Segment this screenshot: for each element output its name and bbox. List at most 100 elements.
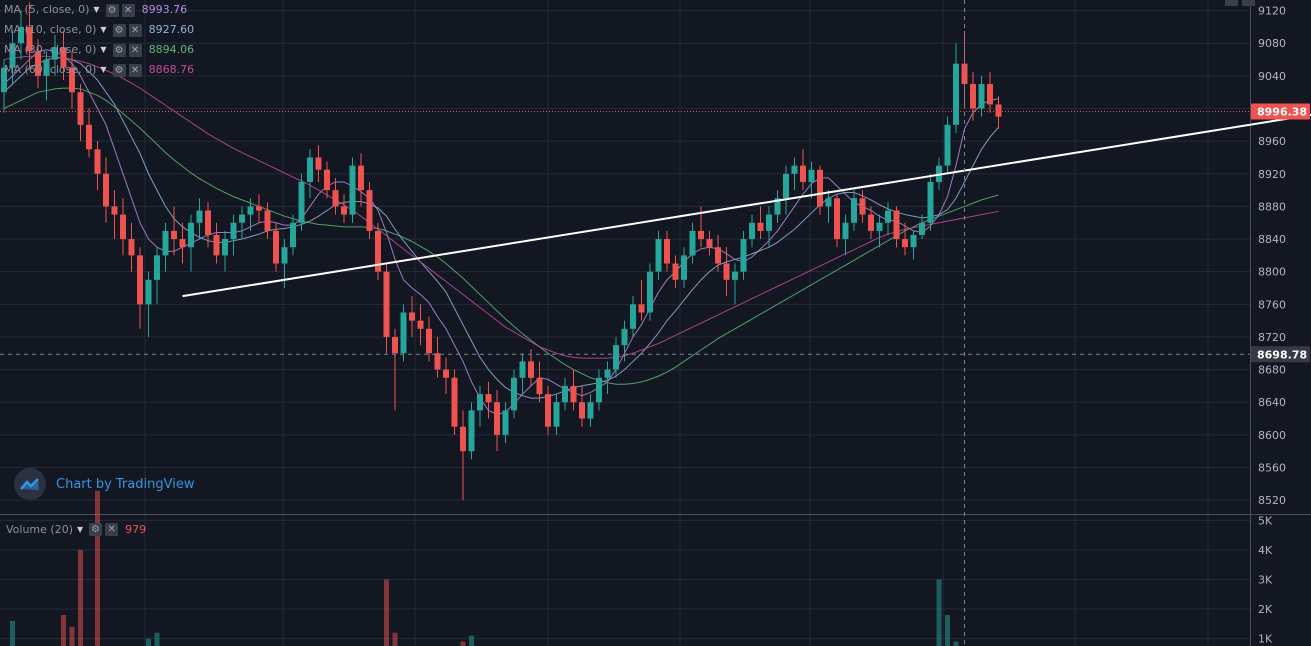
candle-body[interactable] [825, 198, 832, 207]
close-icon[interactable]: ✕ [121, 3, 135, 17]
candle-body[interactable] [434, 353, 441, 370]
close-icon[interactable]: ✕ [128, 43, 142, 57]
candle-body[interactable] [638, 304, 645, 313]
candle-body[interactable] [366, 190, 373, 231]
candle-body[interactable] [52, 47, 58, 60]
candle-body[interactable] [86, 124, 92, 150]
candle-body[interactable] [689, 230, 696, 256]
candle-body[interactable] [426, 328, 432, 354]
candle-body[interactable] [757, 222, 764, 231]
candle-body[interactable] [485, 394, 492, 403]
candle-body[interactable] [77, 92, 84, 125]
candle-body[interactable] [630, 304, 636, 329]
candle-body[interactable] [800, 165, 806, 182]
candle-body[interactable] [137, 255, 143, 305]
candle-body[interactable] [128, 239, 135, 256]
candle-body[interactable] [154, 255, 160, 280]
candle-body[interactable] [545, 394, 551, 427]
candle-body[interactable] [562, 385, 568, 403]
candle-body[interactable] [528, 361, 534, 378]
settings-gear-icon[interactable]: ⚙ [112, 63, 126, 77]
candle-body[interactable] [715, 247, 721, 264]
tradingview-watermark[interactable]: Chart by TradingView [14, 468, 194, 500]
candle-body[interactable] [1, 67, 7, 93]
candle-body[interactable] [35, 51, 41, 76]
pane-maximize-button[interactable] [1242, 0, 1255, 6]
candle-body[interactable] [817, 169, 823, 207]
candle-body[interactable] [519, 361, 526, 378]
candle-body[interactable] [596, 377, 602, 403]
candle-body[interactable] [239, 214, 245, 223]
candle-body[interactable] [247, 206, 254, 215]
candle-body[interactable] [26, 26, 33, 52]
candle-body[interactable] [902, 239, 908, 248]
candle-body[interactable] [281, 247, 288, 264]
candle-body[interactable] [927, 181, 934, 223]
candle-body[interactable] [460, 426, 466, 452]
candle-body[interactable] [213, 234, 220, 256]
candle-body[interactable] [409, 312, 415, 321]
candle-body[interactable] [579, 402, 585, 419]
volume-caret-icon[interactable]: ▼ [77, 524, 84, 534]
candle-body[interactable] [477, 394, 483, 411]
candle-body[interactable] [290, 222, 296, 248]
candle-body[interactable] [774, 198, 781, 215]
candle-body[interactable] [256, 206, 262, 211]
candle-body[interactable] [893, 210, 900, 240]
close-icon[interactable]: ✕ [128, 63, 142, 77]
candle-body[interactable] [706, 239, 713, 248]
settings-gear-icon[interactable]: ⚙ [112, 23, 126, 37]
candle-body[interactable] [443, 369, 449, 378]
candle-body[interactable] [94, 149, 101, 174]
chevron-down-icon[interactable]: ▼ [100, 25, 107, 34]
candle-body[interactable] [953, 63, 959, 125]
candle-body[interactable] [604, 369, 611, 378]
candle-body[interactable] [842, 222, 849, 240]
volume-settings-icon[interactable]: ⚙ [89, 522, 103, 536]
candle-body[interactable] [944, 124, 951, 166]
candle-body[interactable] [392, 336, 398, 354]
candle-body[interactable] [324, 169, 330, 191]
candle-body[interactable] [919, 222, 925, 235]
candle-body[interactable] [494, 402, 500, 435]
volume-close-icon[interactable]: ✕ [105, 522, 119, 536]
candle-body[interactable] [417, 320, 424, 329]
candle-body[interactable] [502, 410, 509, 435]
candle-body[interactable] [230, 222, 237, 240]
candle-body[interactable] [647, 271, 653, 313]
candle-body[interactable] [179, 239, 186, 248]
candle-body[interactable] [740, 239, 747, 272]
candle-body[interactable] [145, 279, 152, 305]
settings-gear-icon[interactable]: ⚙ [112, 43, 126, 57]
candle-body[interactable] [851, 198, 857, 223]
candle-body[interactable] [315, 157, 322, 170]
candle-body[interactable] [570, 385, 577, 403]
candle-body[interactable] [970, 84, 976, 109]
candle-body[interactable] [995, 104, 1002, 117]
candle-body[interactable] [681, 255, 687, 280]
close-icon[interactable]: ✕ [128, 23, 142, 37]
candle-body[interactable] [349, 165, 356, 215]
candle-body[interactable] [341, 206, 347, 215]
candle-body[interactable] [698, 230, 704, 240]
candle-body[interactable] [511, 377, 517, 411]
scale-toggle-button[interactable] [1225, 0, 1238, 6]
candle-body[interactable] [791, 165, 798, 174]
candle-body[interactable] [978, 84, 985, 109]
candle-body[interactable] [783, 173, 789, 199]
candle-body[interactable] [60, 47, 67, 68]
candle-body[interactable] [655, 239, 662, 272]
candle-body[interactable] [171, 230, 177, 240]
candle-body[interactable] [536, 377, 543, 395]
settings-gear-icon[interactable]: ⚙ [105, 3, 119, 17]
candle-body[interactable] [273, 230, 279, 264]
candle-body[interactable] [987, 84, 993, 105]
candle-body[interactable] [876, 222, 883, 231]
candle-body[interactable] [749, 222, 755, 240]
candle-body[interactable] [196, 210, 203, 223]
candle-body[interactable] [672, 263, 679, 280]
candle-body[interactable] [375, 230, 381, 272]
candle-body[interactable] [553, 402, 560, 427]
candle-body[interactable] [205, 210, 211, 235]
candle-body[interactable] [868, 214, 874, 231]
